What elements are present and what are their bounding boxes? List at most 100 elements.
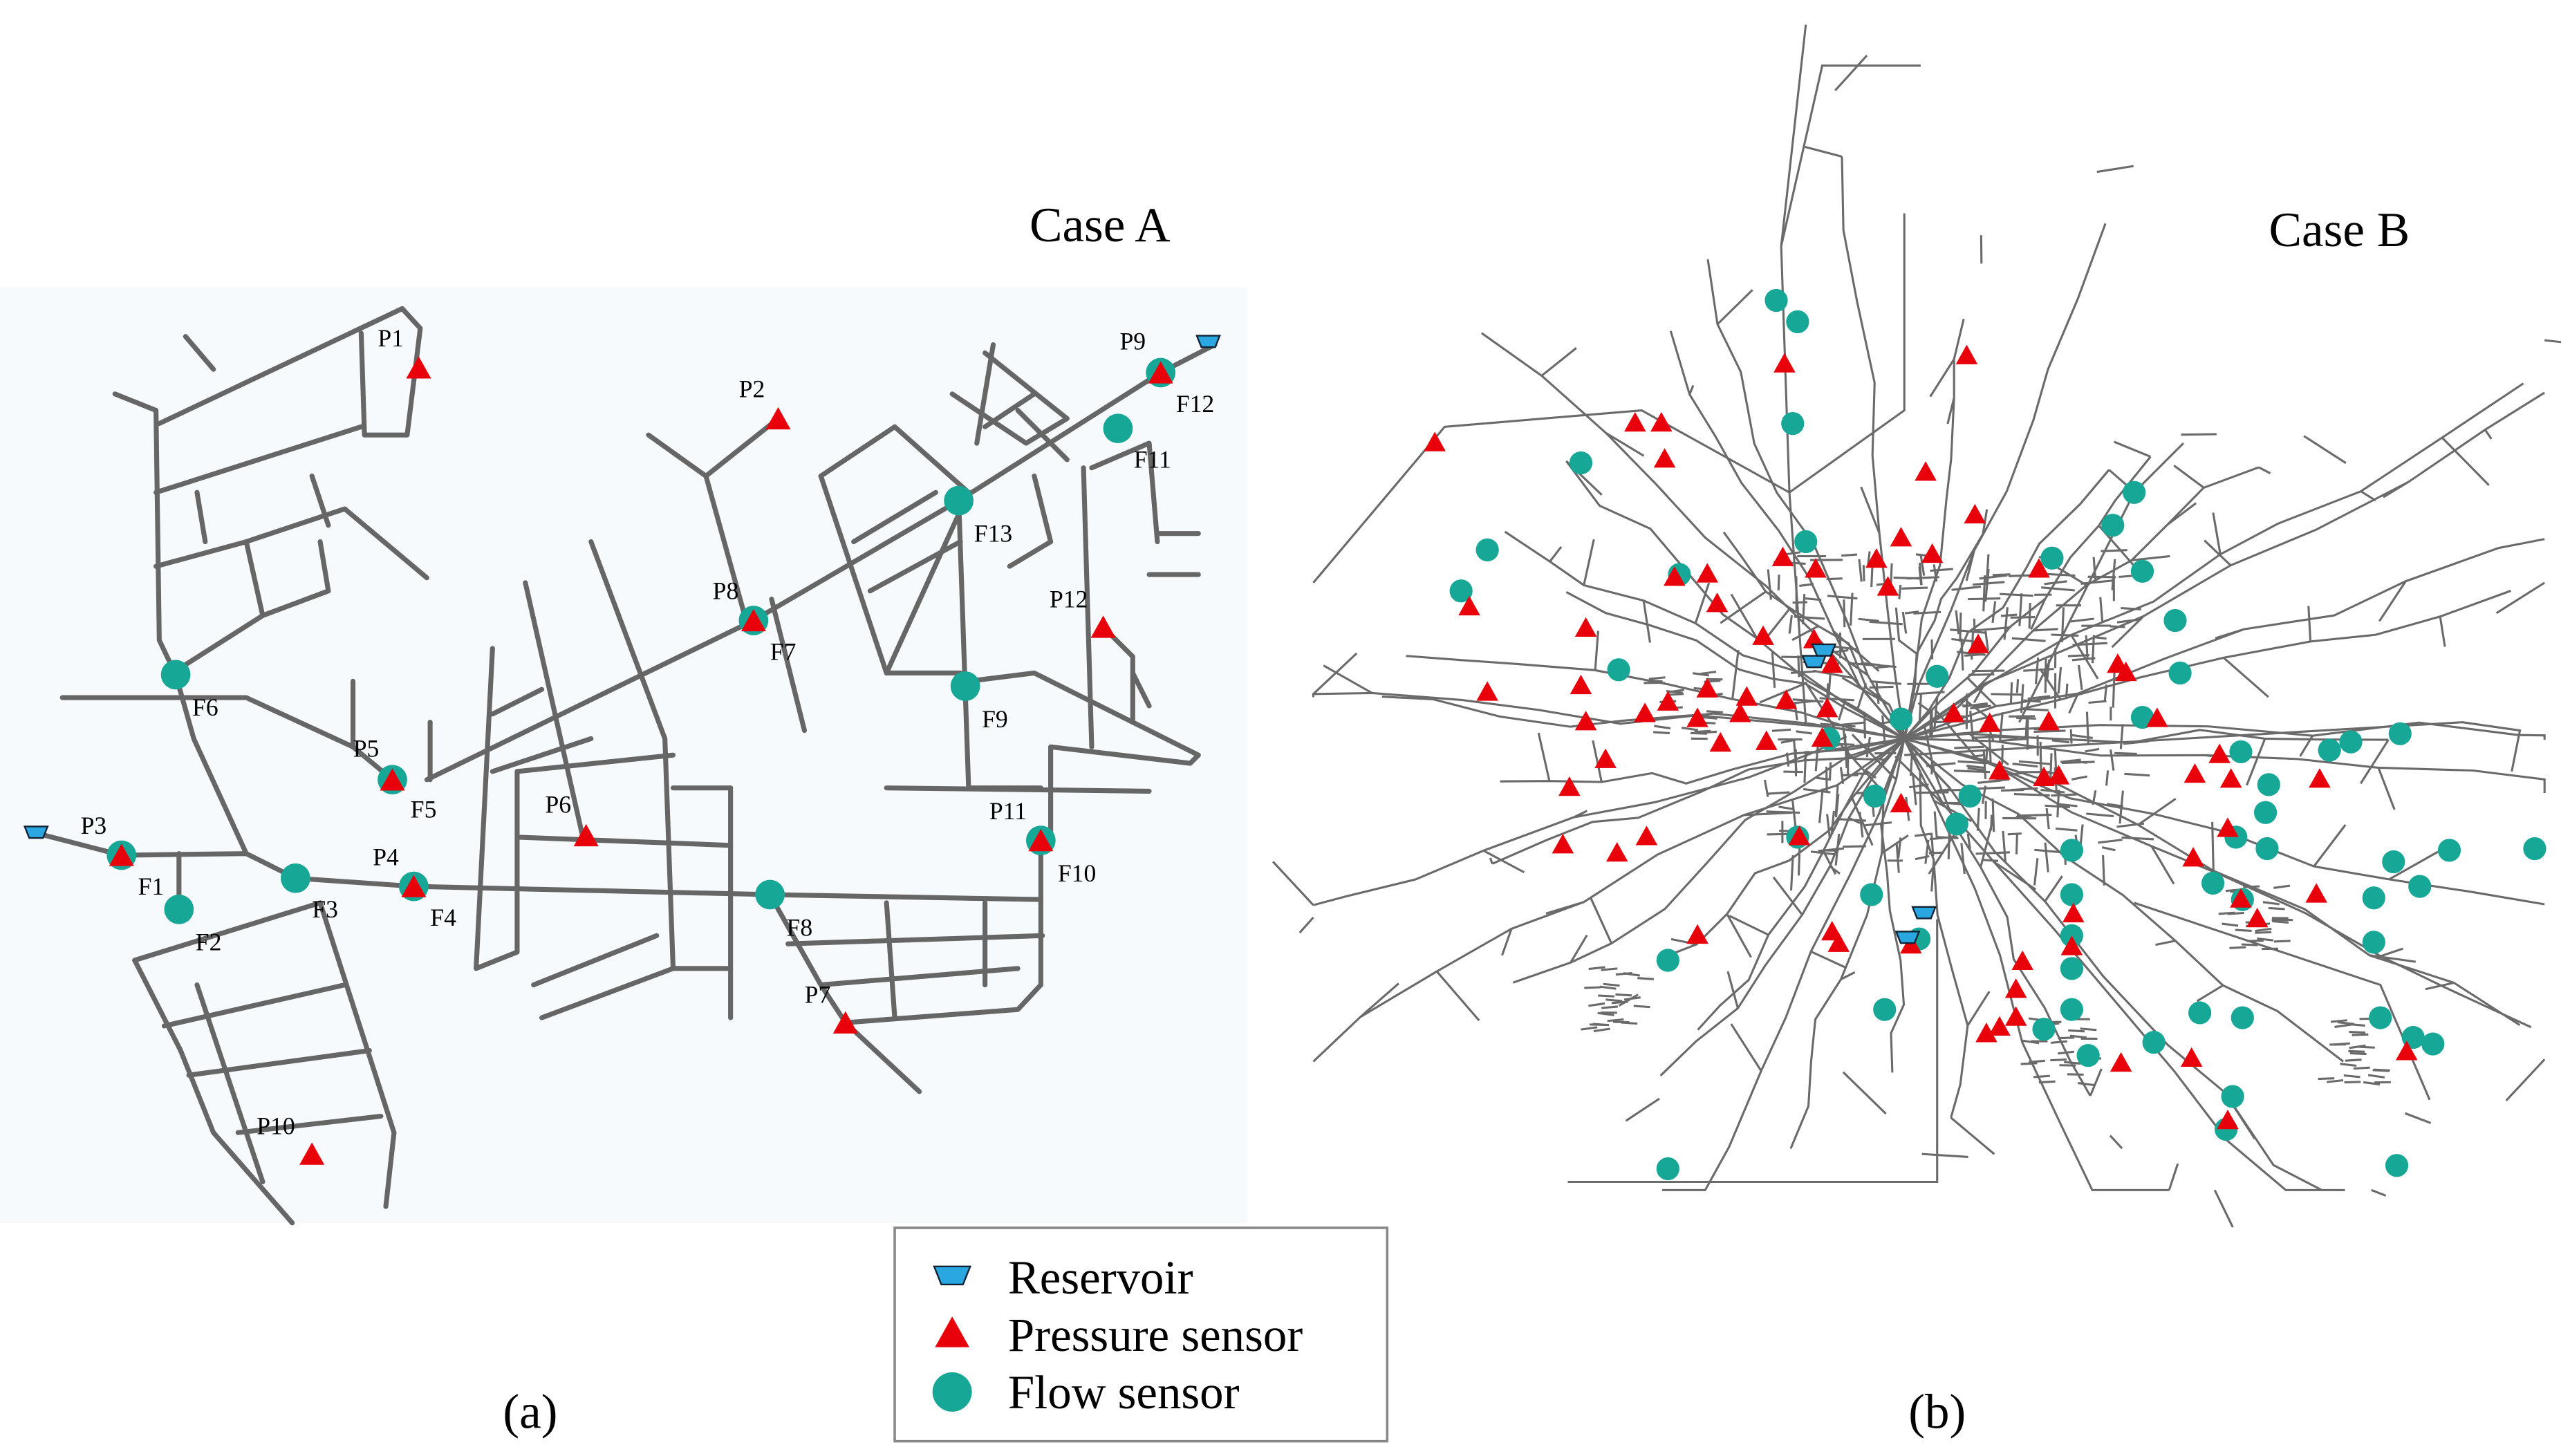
pipe bbox=[1874, 665, 1890, 669]
pipe bbox=[2349, 1052, 2367, 1056]
pipe bbox=[1950, 1117, 1995, 1155]
pipe bbox=[1991, 601, 1997, 624]
pipe bbox=[1792, 698, 1824, 703]
pipe bbox=[1706, 710, 1723, 713]
pressure-sensor bbox=[1653, 448, 1676, 468]
pipe bbox=[2000, 613, 2018, 617]
pipe bbox=[2000, 737, 2029, 743]
pipe bbox=[2313, 824, 2347, 868]
pipe bbox=[1661, 738, 1906, 959]
pipe bbox=[1860, 486, 1881, 534]
pressure-sensor bbox=[573, 823, 599, 847]
pipe bbox=[1991, 693, 2023, 696]
pipe bbox=[1726, 913, 1752, 958]
pipe bbox=[2371, 1188, 2387, 1197]
pipe bbox=[2343, 1074, 2360, 1079]
pipe bbox=[1777, 575, 1780, 591]
pipe bbox=[1731, 650, 1740, 700]
pressure-sensor bbox=[380, 768, 405, 791]
pressure-sensor bbox=[1664, 566, 1686, 586]
flow-sensor bbox=[1781, 411, 1805, 436]
pipe bbox=[1700, 716, 1717, 720]
case-a-background bbox=[0, 287, 1248, 1223]
pipe bbox=[2340, 1063, 2357, 1067]
pipe bbox=[2380, 947, 2403, 958]
pressure-sensor bbox=[2183, 763, 2206, 783]
pipe bbox=[1780, 64, 1921, 247]
pressure-sensor bbox=[765, 407, 791, 430]
pipe bbox=[2211, 821, 2215, 871]
pipe bbox=[1435, 971, 1480, 1022]
pipe bbox=[490, 687, 545, 717]
pipe bbox=[2150, 846, 2175, 885]
pipe bbox=[1867, 551, 1871, 565]
pipe bbox=[2085, 711, 2090, 745]
pipe bbox=[1911, 691, 1945, 696]
pipe bbox=[1601, 1005, 1619, 1009]
pressure-sensor bbox=[2246, 907, 2269, 928]
pipe bbox=[2204, 539, 2232, 566]
pipe bbox=[2330, 1019, 2347, 1023]
pipe bbox=[1729, 915, 1769, 936]
pressure-sensor bbox=[1605, 842, 1628, 862]
sensor-label: P5 bbox=[353, 735, 380, 763]
pipe bbox=[1881, 834, 1909, 855]
pipe bbox=[1970, 704, 1991, 710]
flow-sensor bbox=[2060, 883, 2084, 906]
pipe bbox=[2080, 1027, 2097, 1032]
pressure-sensor bbox=[1709, 731, 1732, 752]
pressure-sensor bbox=[1686, 707, 1708, 727]
pipe bbox=[2022, 1039, 2040, 1045]
pipe bbox=[1791, 625, 1819, 642]
flow-sensor bbox=[2388, 722, 2412, 745]
pipe bbox=[2327, 1079, 2344, 1083]
pipe bbox=[1966, 765, 1984, 769]
pipe bbox=[1921, 1152, 1968, 1158]
reservoir bbox=[1811, 643, 1837, 657]
pipe bbox=[1936, 836, 1959, 839]
pipe bbox=[2118, 790, 2124, 824]
pipe bbox=[1904, 610, 1919, 615]
pipe bbox=[2038, 1080, 2056, 1084]
pressure-sensor bbox=[1558, 776, 1581, 796]
pipe bbox=[1312, 652, 1358, 695]
pipe bbox=[843, 838, 1043, 1025]
pressure-sensor bbox=[1811, 727, 1834, 747]
pipe bbox=[2064, 1061, 2081, 1065]
pipe bbox=[2119, 724, 2124, 749]
pressure-sensor bbox=[109, 843, 134, 866]
pipe bbox=[2044, 842, 2049, 872]
pipe bbox=[2255, 931, 2272, 934]
flow-sensor bbox=[2130, 559, 2154, 583]
reservoir bbox=[933, 1265, 972, 1286]
pipe bbox=[1623, 972, 1641, 977]
pipe bbox=[2018, 760, 2052, 765]
pipe bbox=[1975, 626, 2011, 632]
pipe bbox=[2071, 775, 2088, 781]
pipe bbox=[2105, 770, 2110, 786]
pipe bbox=[1594, 631, 1599, 671]
pipe bbox=[2544, 339, 2561, 344]
pipe bbox=[539, 539, 676, 1020]
pipe bbox=[1780, 738, 1796, 744]
flow-sensor bbox=[1449, 579, 1473, 603]
pressure-sensor bbox=[1975, 1023, 1997, 1043]
flow-sensor bbox=[2032, 1018, 2056, 1041]
pipe bbox=[1929, 358, 1955, 398]
pipe bbox=[2352, 1033, 2369, 1036]
pipe bbox=[1977, 779, 2002, 784]
pipe bbox=[2124, 772, 2150, 777]
pipe bbox=[2344, 1081, 2361, 1084]
flow-sensor bbox=[755, 879, 785, 910]
pipe bbox=[2015, 834, 2018, 855]
pipe bbox=[1803, 751, 1807, 783]
flow-sensor bbox=[2339, 730, 2363, 754]
flow-sensor bbox=[2221, 1085, 2244, 1108]
pipe bbox=[2348, 1049, 2365, 1053]
pipe bbox=[1991, 798, 1995, 832]
flow-sensor bbox=[2060, 957, 2084, 980]
flow-sensor bbox=[2369, 1006, 2392, 1029]
pipe bbox=[1759, 682, 1806, 704]
pressure-sensor bbox=[741, 608, 766, 632]
